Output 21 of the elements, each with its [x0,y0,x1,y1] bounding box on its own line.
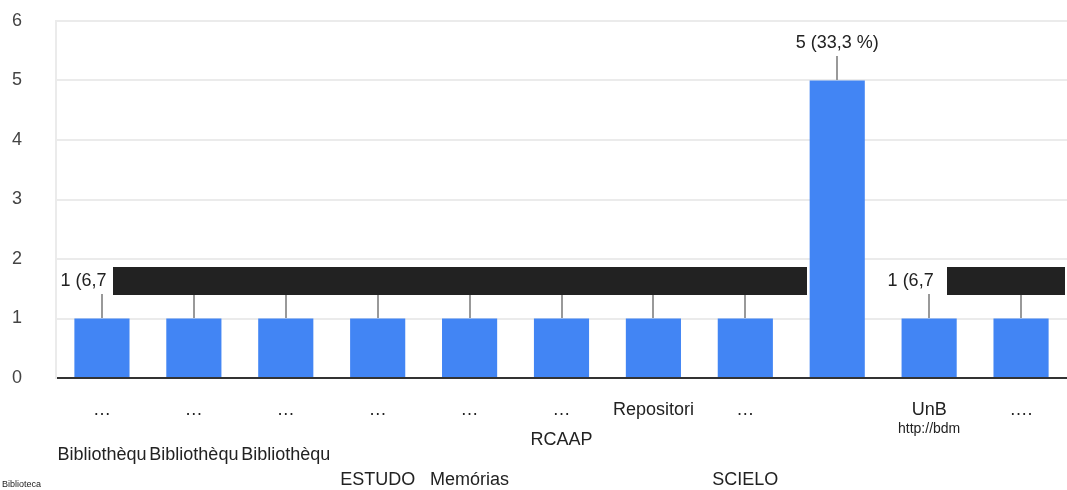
y-tick-label: 0 [11,366,22,387]
y-tick-label: 5 [11,69,22,90]
category-label: … Memórias [430,398,510,489]
y-tick-label: 1 [11,307,22,328]
x-tick-label: … RCAAP [530,398,593,449]
data-label: 5 (33,3 %) [795,32,879,53]
category-label: … Bibliothèqu [149,398,239,464]
y-tick-label: 4 [11,128,22,149]
y-tick-label: 6 [11,9,22,30]
x-tick-label: Repositori [612,398,694,419]
y-tick-label: 3 [11,188,22,209]
data-label: 1 (6,7 [60,270,107,291]
category-label: … Bibliothèqu [57,398,147,464]
x-tick-label: …. [1009,398,1033,419]
category-label: … ESTUDO [340,398,416,489]
category-label: … SCIELO [712,398,779,489]
y-tick-label: 2 [11,247,22,268]
category-label: … Bibliothèqu [241,398,331,464]
data-label: 1 (6,7 [887,270,934,291]
x-tick-label: UnB http://bdm [898,398,961,436]
text: Biblioteca [2,478,42,489]
